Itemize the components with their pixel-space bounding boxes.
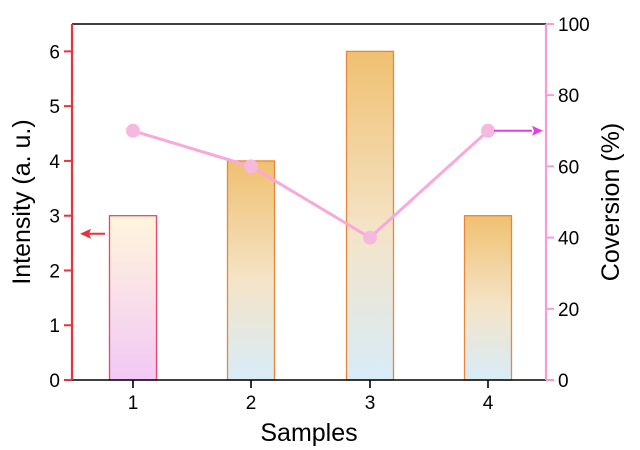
right-y-tick-label: 100 (558, 15, 590, 36)
left-y-tick-label: 2 (49, 261, 60, 282)
left-y-tick-label: 3 (49, 207, 60, 228)
left-y-axis-title: Intensity (a. u.) (8, 119, 36, 284)
line-layer (126, 123, 495, 245)
left-y-tick-label: 0 (49, 371, 60, 392)
bar-2 (226, 160, 276, 381)
x-tick-label: 3 (365, 393, 376, 414)
x-tick-label: 1 (128, 393, 139, 414)
left-axis-arrow-head (80, 228, 91, 239)
right-y-tick-label: 0 (558, 371, 569, 392)
bar-3 (345, 50, 395, 381)
bars-layer (108, 50, 513, 381)
bar-1 (108, 215, 158, 381)
x-tick-label: 4 (483, 393, 494, 414)
x-axis-title: Samples (260, 419, 357, 447)
left-y-tick-label: 6 (49, 42, 60, 63)
bar-4 (463, 215, 513, 381)
conversion-line (132, 129, 490, 240)
arrows-layer (80, 125, 543, 239)
right-y-tick-label: 20 (558, 300, 579, 321)
right-axis-arrow-head (532, 125, 543, 136)
right-y-tick-label: 40 (558, 229, 579, 250)
conversion-point-2 (244, 159, 258, 174)
left-y-tick-label: 4 (49, 152, 60, 173)
right-y-tick-label: 80 (558, 86, 579, 107)
right-y-axis-title: Coversion (%) (597, 123, 625, 281)
left-y-tick-label: 5 (49, 97, 60, 118)
frame (70, 23, 548, 381)
conversion-point-1 (126, 123, 140, 138)
right-y-tick-label: 60 (558, 157, 579, 178)
conversion-point-3 (363, 230, 377, 245)
left-y-tick-label: 1 (49, 316, 60, 337)
x-tick-label: 2 (246, 393, 257, 414)
conversion-point-4 (481, 123, 495, 138)
